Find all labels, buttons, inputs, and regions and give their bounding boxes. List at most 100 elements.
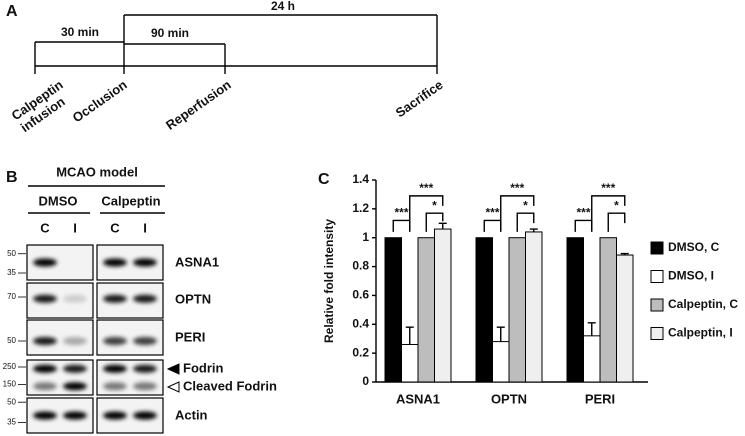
legend-label: DMSO, I: [668, 269, 714, 283]
band: [103, 364, 127, 373]
lane-label: C: [110, 220, 120, 235]
legend-label: DMSO, C: [668, 240, 720, 254]
significance-label: *: [432, 198, 437, 212]
band: [63, 337, 87, 345]
significance-bracket: [607, 212, 626, 232]
band: [133, 364, 157, 373]
y-tick-label: 0.2: [352, 345, 369, 359]
mw-marker: 50: [7, 249, 16, 258]
legend-swatch: [650, 327, 664, 340]
y-tick-label: 0.4: [352, 316, 369, 330]
significance-label: ***: [419, 181, 433, 195]
error-bar: [405, 326, 414, 345]
band: [63, 364, 87, 373]
model-label: MCAO model: [56, 164, 138, 179]
blot: [96, 359, 164, 396]
significance-bracket: [425, 212, 444, 232]
mw-marker: 35: [7, 418, 16, 427]
protein-label: Actin: [175, 407, 208, 422]
bar: [583, 335, 601, 383]
bar: [384, 237, 402, 383]
bar: [525, 231, 543, 383]
significance-label: *: [614, 198, 619, 212]
band: [133, 382, 157, 391]
band: [33, 294, 57, 303]
bar: [417, 237, 435, 383]
band: [103, 411, 127, 420]
legend-swatch: [650, 298, 664, 312]
protein-label: PERI: [175, 329, 205, 344]
y-tick-label: 0.6: [352, 288, 369, 302]
event-label: Reperfusion: [163, 77, 234, 133]
bar: [508, 237, 526, 383]
band: [63, 294, 87, 303]
band: [103, 258, 127, 267]
duration-label: 30 min: [61, 25, 99, 39]
significance-bracket: [500, 195, 535, 232]
protein-label: ASNA1: [175, 254, 219, 269]
mw-marker: 250: [3, 362, 17, 371]
band: [133, 411, 157, 420]
band: [133, 258, 157, 267]
significance-label: ***: [485, 206, 499, 220]
bar: [566, 237, 584, 383]
error-bar: [587, 322, 596, 336]
band: [33, 258, 57, 267]
arrowhead: [166, 363, 180, 375]
y-tick-label: 0.8: [352, 259, 369, 273]
blot: [96, 319, 164, 356]
band: [103, 337, 127, 345]
error-bar: [438, 222, 447, 230]
significance-label: ***: [510, 181, 524, 195]
mw-marker: 50: [7, 397, 16, 406]
significance-label: ***: [601, 181, 615, 195]
event-label: Occlusion: [70, 77, 130, 125]
significance-label: ***: [394, 206, 408, 220]
legend-label: Calpeptin, C: [668, 297, 738, 311]
protein-label: Cleaved Fodrin: [183, 378, 277, 393]
event-label: Sacrifice: [393, 77, 446, 120]
y-tick-label: 1.2: [352, 201, 369, 215]
group-label: Calpeptin: [101, 193, 160, 208]
band: [33, 382, 57, 391]
error-bar: [620, 252, 629, 256]
x-tick-label: OPTN: [491, 391, 527, 406]
bar: [434, 228, 452, 383]
significance-bracket: [409, 195, 444, 232]
band: [63, 382, 87, 391]
group-label: DMSO: [39, 193, 78, 208]
legend-label: Calpeptin, I: [668, 326, 733, 340]
significance-bracket: [574, 219, 593, 232]
mw-marker: 50: [7, 336, 16, 345]
duration-label: 24 h: [271, 0, 295, 13]
protein-label: Fodrin: [183, 360, 223, 375]
blot: [26, 319, 94, 356]
significance-bracket: [516, 212, 535, 232]
duration-label: 90 min: [151, 26, 189, 40]
y-axis-label: Relative fold intensity: [322, 219, 336, 343]
x-tick-label: ASNA1: [396, 391, 440, 406]
panel-letter: C: [318, 171, 330, 188]
error-bar: [496, 326, 505, 342]
significance-label: ***: [576, 206, 590, 220]
protein-label: OPTN: [175, 291, 211, 306]
band: [103, 294, 127, 303]
lane-label: I: [73, 220, 77, 235]
panel-letter: B: [6, 169, 18, 186]
significance-bracket: [591, 195, 626, 232]
significance-label: *: [523, 198, 528, 212]
band: [33, 364, 57, 373]
mw-marker: 150: [3, 380, 17, 389]
y-label-wrap: Relative fold intensity: [322, 219, 336, 343]
event-text: Occlusion: [70, 77, 130, 125]
significance-bracket: [392, 219, 411, 232]
band: [133, 337, 157, 345]
bar: [475, 237, 493, 383]
y-tick-label: 0: [362, 374, 369, 388]
band: [133, 294, 157, 303]
band: [103, 382, 127, 391]
error-bar: [529, 228, 538, 232]
lane-label: I: [143, 220, 147, 235]
